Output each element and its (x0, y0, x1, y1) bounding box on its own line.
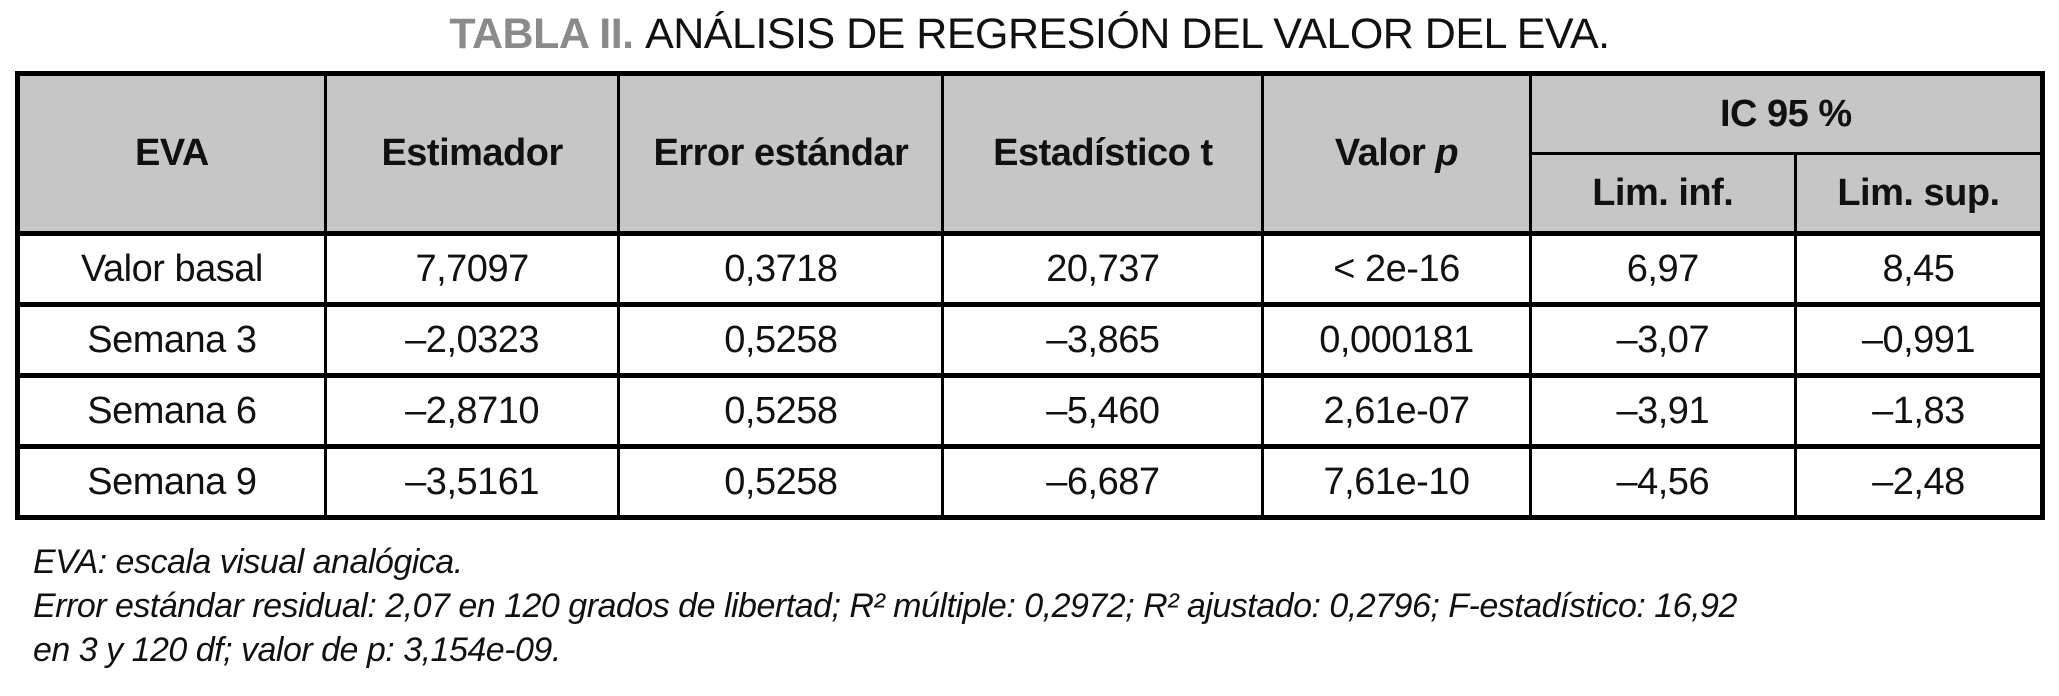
footnote-line: en 3 y 120 df; valor de p: 3,154e-09. (33, 631, 561, 669)
cell-row-label: Valor basal (16, 231, 327, 307)
cell-estimador: –3,5161 (323, 444, 621, 520)
table-title-text: ANÁLISIS DE REGRESIÓN DEL VALOR DEL EVA. (645, 10, 1610, 58)
cell-lim-sup: –0,991 (1793, 302, 2045, 378)
cell-p: < 2e-16 (1261, 231, 1532, 307)
header-error-estandar: Error estándar (617, 72, 945, 235)
cell-p: 2,61e-07 (1261, 373, 1532, 449)
table-row: Semana 6 –2,8710 0,5258 –5,460 2,61e-07 … (16, 373, 2045, 449)
cell-p: 7,61e-10 (1261, 444, 1532, 520)
table-title-label: TABLA II. (449, 10, 634, 58)
cell-error: 0,3718 (617, 231, 945, 307)
header-eva: EVA (16, 72, 327, 235)
cell-row-label: Semana 6 (16, 373, 327, 449)
cell-error: 0,5258 (617, 444, 945, 520)
cell-lim-sup: 8,45 (1793, 231, 2045, 307)
footnotes: EVA: escala visual analógica. Error está… (33, 540, 2059, 672)
cell-estimador: 7,7097 (323, 231, 621, 307)
header-valor-p: Valor p (1261, 72, 1532, 235)
table-row: Semana 3 –2,0323 0,5258 –3,865 0,000181 … (16, 302, 2045, 378)
footnote-line: EVA: escala visual analógica. (33, 543, 463, 581)
cell-error: 0,5258 (617, 373, 945, 449)
footnote-line: Error estándar residual: 2,07 en 120 gra… (33, 587, 1737, 625)
cell-t: –6,687 (941, 444, 1265, 520)
header-row-sub: Lim. inf. Lim. sup. (18, 152, 2045, 235)
cell-lim-inf: –3,91 (1528, 373, 1797, 449)
cell-t: 20,737 (941, 231, 1265, 307)
header-lim-sup: Lim. sup. (1793, 152, 2045, 235)
cell-p: 0,000181 (1261, 302, 1532, 378)
cell-row-label: Semana 9 (16, 444, 327, 520)
cell-lim-inf: –3,07 (1528, 302, 1797, 378)
table-row: Valor basal 7,7097 0,3718 20,737 < 2e-16… (16, 231, 2045, 307)
header-estimador: Estimador (323, 72, 621, 235)
cell-lim-sup: –2,48 (1793, 444, 2045, 520)
cell-lim-inf: 6,97 (1528, 231, 1797, 307)
cell-error: 0,5258 (617, 302, 945, 378)
header-ic95: IC 95 % (1528, 72, 2045, 155)
header-estadistico-t: Estadístico t (941, 72, 1265, 235)
cell-estimador: –2,8710 (323, 373, 621, 449)
cell-estimador: –2,0323 (323, 302, 621, 378)
cell-lim-sup: –1,83 (1793, 373, 2045, 449)
header-row-main: EVA Estimador Error estándar Estadístico… (16, 72, 2045, 235)
cell-lim-inf: –4,56 (1528, 444, 1797, 520)
table-title: TABLA II. ANÁLISIS DE REGRESIÓN DEL VALO… (0, 0, 2059, 59)
table-row: Semana 9 –3,5161 0,5258 –6,687 7,61e-10 … (16, 444, 2045, 520)
regression-table: EVA Estimador Error estándar Estadístico… (15, 71, 2045, 520)
header-p-label: p (1435, 132, 1459, 174)
cell-t: –5,460 (941, 373, 1265, 449)
header-valor-label: Valor (1334, 132, 1426, 174)
cell-t: –3,865 (941, 302, 1265, 378)
cell-row-label: Semana 3 (16, 302, 327, 378)
header-lim-inf: Lim. inf. (1528, 152, 1797, 235)
